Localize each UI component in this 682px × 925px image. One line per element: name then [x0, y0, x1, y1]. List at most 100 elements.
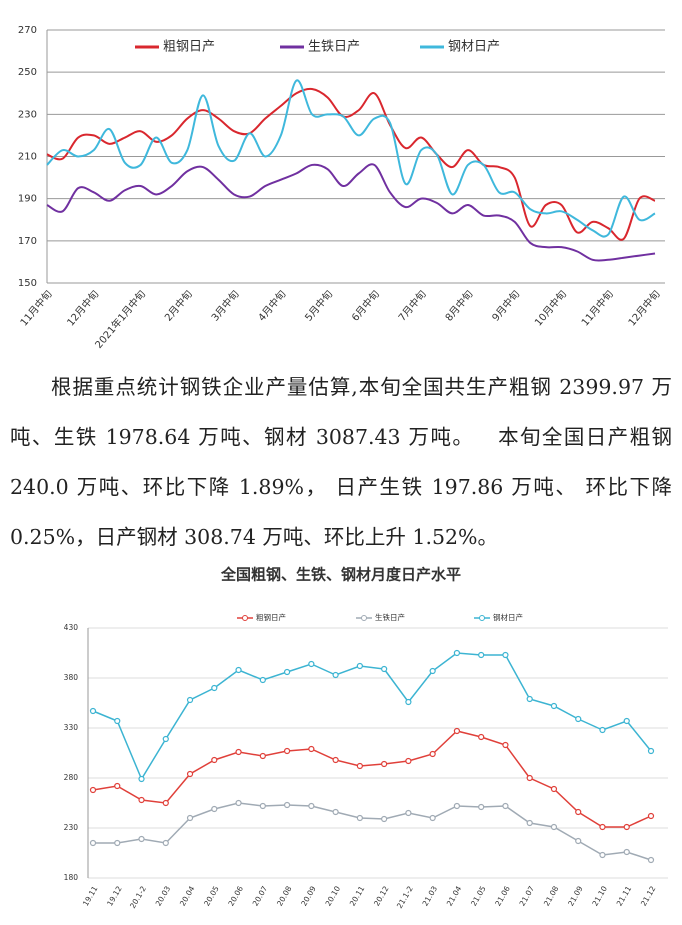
- y-tick-label: 180: [64, 873, 79, 882]
- y-tick-label: 250: [18, 67, 37, 78]
- x-tick-label: 20.03: [154, 884, 173, 907]
- point-marker: [138, 775, 145, 783]
- point-marker: [186, 696, 194, 704]
- x-tick-label: 21.03: [421, 884, 440, 907]
- point-marker: [381, 665, 388, 673]
- point-marker: [575, 837, 582, 845]
- x-tick-label: 21.06: [493, 884, 512, 907]
- legend-label: 粗钢日产: [256, 612, 286, 622]
- point-marker: [332, 808, 339, 816]
- point-marker: [405, 757, 412, 765]
- legend-marker: [361, 615, 367, 621]
- x-tick-label: 20.09: [299, 884, 318, 907]
- point-marker: [623, 823, 630, 831]
- point-marker: [308, 802, 315, 810]
- x-tick-label: 19.12: [105, 884, 124, 907]
- point-marker: [211, 684, 218, 692]
- point-marker: [138, 835, 145, 843]
- point-marker: [453, 802, 461, 810]
- point-marker: [114, 717, 121, 725]
- y-tick-label: 150: [18, 278, 37, 289]
- point-marker: [356, 814, 363, 822]
- point-marker: [211, 805, 218, 813]
- point-marker: [381, 760, 388, 768]
- point-marker: [162, 799, 169, 807]
- point-marker: [89, 707, 97, 715]
- legend-label: 生铁日产: [308, 40, 360, 55]
- y-tick-label: 380: [64, 673, 79, 682]
- point-marker: [235, 799, 242, 807]
- point-marker: [429, 814, 436, 822]
- x-tick-label: 20.07: [251, 884, 270, 907]
- x-tick-label: 8月中旬: [442, 288, 475, 324]
- x-tick-label: 21.1-2: [395, 884, 415, 910]
- legend-label: 粗钢日产: [163, 40, 215, 55]
- series-line: [46, 79, 656, 238]
- point-marker: [502, 741, 509, 749]
- point-marker: [283, 668, 291, 676]
- point-marker: [478, 651, 485, 659]
- point-marker: [89, 786, 97, 794]
- x-tick-label: 21.07: [518, 884, 537, 907]
- point-marker: [526, 695, 533, 703]
- series-line: [46, 87, 656, 241]
- point-marker: [332, 756, 339, 764]
- point-marker: [623, 717, 630, 725]
- y-tick-label: 170: [18, 236, 37, 247]
- x-tick-label: 21.12: [639, 884, 658, 907]
- point-marker: [453, 727, 461, 735]
- x-tick-label: 20.04: [178, 884, 197, 907]
- point-marker: [429, 750, 436, 758]
- x-tick-label: 12月中旬: [625, 288, 662, 329]
- point-marker: [599, 823, 606, 831]
- y-tick-label: 430: [64, 623, 79, 632]
- point-marker: [599, 851, 606, 859]
- x-tick-label: 21.04: [445, 884, 464, 907]
- chart-title: 全国粗钢、生铁、钢材月度日产水平: [220, 566, 461, 584]
- point-marker: [405, 809, 412, 817]
- point-marker: [453, 649, 461, 657]
- x-tick-label: 20.05: [202, 884, 221, 907]
- paragraph: 根据重点统计钢铁企业产量估算,本旬全国共生产粗钢 2399.97 万吨、生铁 1…: [10, 375, 679, 549]
- x-tick-label: 20.08: [275, 884, 294, 907]
- point-marker: [211, 756, 218, 764]
- legend-marker: [242, 615, 248, 621]
- point-marker: [550, 823, 558, 831]
- point-marker: [186, 770, 194, 778]
- point-marker: [599, 726, 606, 734]
- point-marker: [186, 814, 194, 822]
- series-line: [92, 730, 652, 828]
- y-tick-label: 210: [18, 152, 37, 163]
- x-tick-label: 3月中旬: [208, 288, 241, 324]
- x-tick-label: 2月中旬: [162, 288, 195, 324]
- point-marker: [259, 676, 266, 684]
- point-marker: [647, 856, 655, 864]
- x-tick-label: 5月中旬: [302, 288, 335, 324]
- x-tick-label: 20.1-2: [128, 884, 148, 910]
- point-marker: [550, 702, 558, 710]
- point-marker: [332, 671, 339, 679]
- series-line: [92, 652, 652, 781]
- series-line: [46, 163, 656, 262]
- point-marker: [259, 752, 266, 760]
- x-tick-label: 4月中旬: [255, 288, 288, 324]
- x-tick-label: 21.09: [566, 884, 585, 907]
- y-tick-label: 330: [64, 723, 79, 732]
- point-marker: [405, 698, 412, 706]
- point-marker: [647, 747, 655, 755]
- x-tick-label: 20.11: [348, 884, 367, 907]
- legend-label: 生铁日产: [375, 612, 405, 622]
- legend-label: 钢材日产: [493, 612, 523, 622]
- x-tick-label: 11月中旬: [578, 288, 615, 329]
- point-marker: [283, 747, 291, 755]
- point-marker: [283, 801, 291, 809]
- x-tick-label: 21.10: [590, 884, 609, 907]
- point-marker: [623, 848, 630, 856]
- x-tick-label: 9月中旬: [489, 288, 522, 324]
- point-marker: [478, 733, 485, 741]
- point-marker: [114, 839, 121, 847]
- x-tick-label: 10月中旬: [532, 288, 569, 329]
- point-marker: [162, 735, 169, 743]
- y-tick-label: 230: [18, 109, 37, 120]
